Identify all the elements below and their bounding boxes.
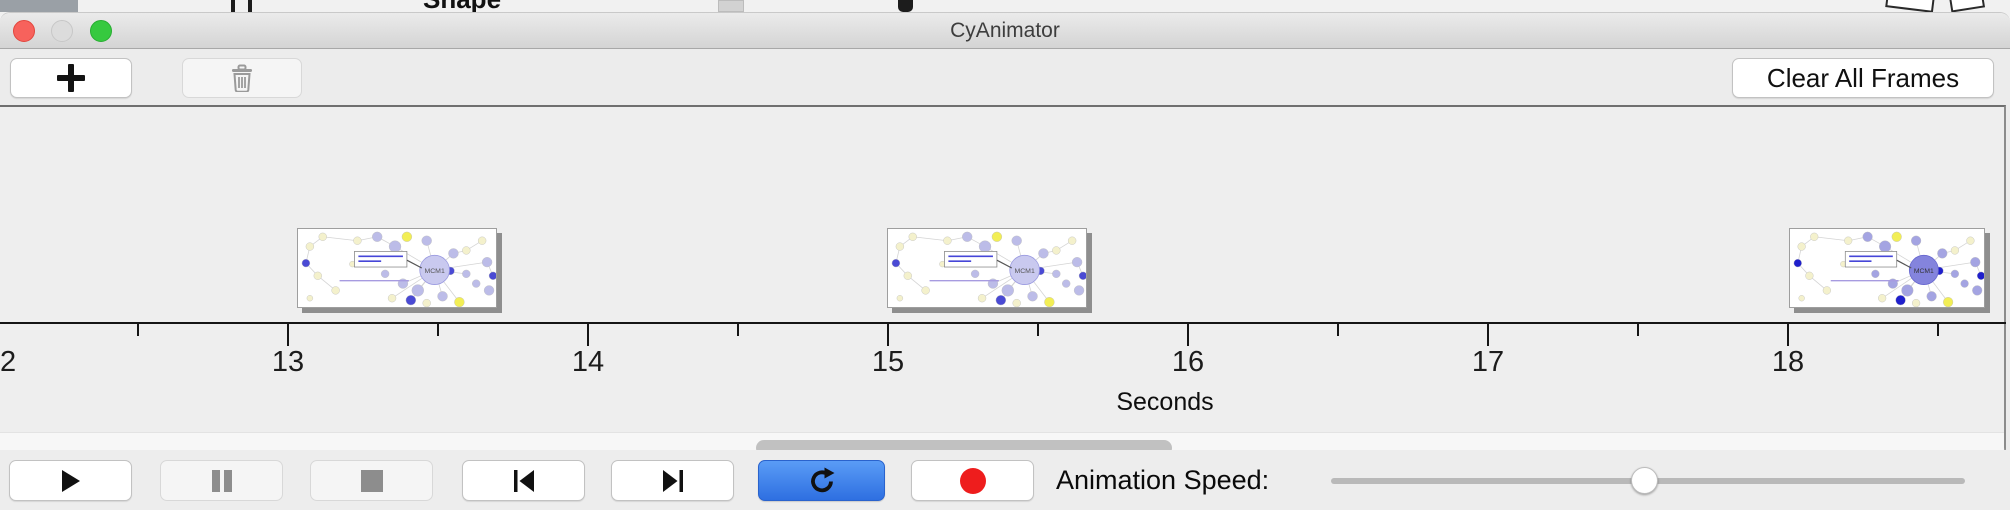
major-tick: [587, 324, 589, 346]
cyanimator-window: CyAnimator Clear All Frames: [0, 12, 2010, 510]
animation-speed-label: Animation Speed:: [1056, 465, 1270, 495]
record-button[interactable]: [911, 460, 1034, 501]
background-panel-fragment: [0, 0, 78, 12]
minor-tick: [1937, 324, 1939, 336]
window-title: CyAnimator: [950, 19, 1060, 42]
clear-all-frames-button[interactable]: Clear All Frames: [1732, 58, 1994, 98]
network-preview: MCM1: [301, 231, 496, 307]
play-icon: [61, 469, 80, 492]
skip-to-end-icon: [662, 469, 683, 492]
close-button[interactable]: [13, 20, 35, 42]
pause-icon: [211, 469, 232, 492]
tick-label: 16: [1171, 346, 1205, 378]
loop-icon: [810, 467, 834, 492]
frame-thumbnail-15s[interactable]: MCM1: [887, 228, 1087, 308]
minor-tick: [1637, 324, 1639, 336]
background-shape-label: Shape: [423, 0, 501, 12]
minor-tick: [137, 324, 139, 336]
record-icon: [959, 467, 986, 494]
timeline-panel[interactable]: MCM1 MCM1 MCM1 13 14 15 16 17 18 2 Seconds: [0, 105, 2006, 462]
pause-button[interactable]: [160, 460, 283, 501]
background-button-fragment: [718, 0, 744, 12]
play-button[interactable]: [9, 460, 132, 501]
minor-tick: [1337, 324, 1339, 336]
tick-label-clipped: 2: [0, 346, 17, 378]
title-bar[interactable]: CyAnimator: [0, 13, 2010, 49]
stop-icon: [360, 469, 383, 492]
add-frame-button[interactable]: [10, 58, 132, 98]
major-tick: [1187, 324, 1189, 346]
loop-button[interactable]: [758, 460, 885, 501]
tick-label: 18: [1771, 346, 1805, 378]
frame-thumbnail-13s[interactable]: MCM1: [297, 228, 497, 308]
skip-to-start-button[interactable]: [462, 460, 585, 501]
minimize-button[interactable]: [51, 20, 73, 42]
plus-icon: [57, 64, 85, 92]
background-glyph-fragment: [248, 0, 252, 12]
major-tick: [1487, 324, 1489, 346]
frame-toolbar: Clear All Frames: [0, 49, 2010, 105]
tick-label: 14: [571, 346, 605, 378]
delete-frame-button[interactable]: [182, 58, 302, 98]
background-shape-fragment: [1885, 0, 1935, 12]
animation-speed-slider-thumb[interactable]: [1631, 467, 1658, 494]
minor-tick: [1037, 324, 1039, 336]
timeline-axis: [0, 322, 2006, 324]
trash-icon: [232, 64, 252, 92]
major-tick: [1787, 324, 1789, 346]
frame-thumbnail-18s[interactable]: MCM1: [1789, 228, 1985, 308]
background-icon-fragment: [898, 0, 913, 12]
background-glyph-fragment: [231, 0, 235, 12]
major-tick: [887, 324, 889, 346]
desktop-background-sliver: Shape: [0, 0, 2010, 12]
network-preview: MCM1: [1793, 231, 1984, 307]
tick-label: 13: [271, 346, 305, 378]
skip-to-start-icon: [513, 469, 534, 492]
zoom-button[interactable]: [90, 20, 112, 42]
major-tick: [287, 324, 289, 346]
minor-tick: [437, 324, 439, 336]
svg-text:MCM1: MCM1: [424, 268, 445, 275]
axis-unit-label: Seconds: [1116, 388, 1214, 416]
tick-label: 17: [1471, 346, 1505, 378]
skip-to-end-button[interactable]: [611, 460, 734, 501]
svg-text:MCM1: MCM1: [1914, 268, 1934, 275]
background-shape-fragment: [1948, 0, 1986, 12]
minor-tick: [737, 324, 739, 336]
transport-bar: Animation Speed:: [0, 450, 2010, 510]
svg-text:MCM1: MCM1: [1014, 268, 1035, 275]
stop-button[interactable]: [310, 460, 433, 501]
tick-label: 15: [871, 346, 905, 378]
network-preview: MCM1: [891, 231, 1086, 307]
